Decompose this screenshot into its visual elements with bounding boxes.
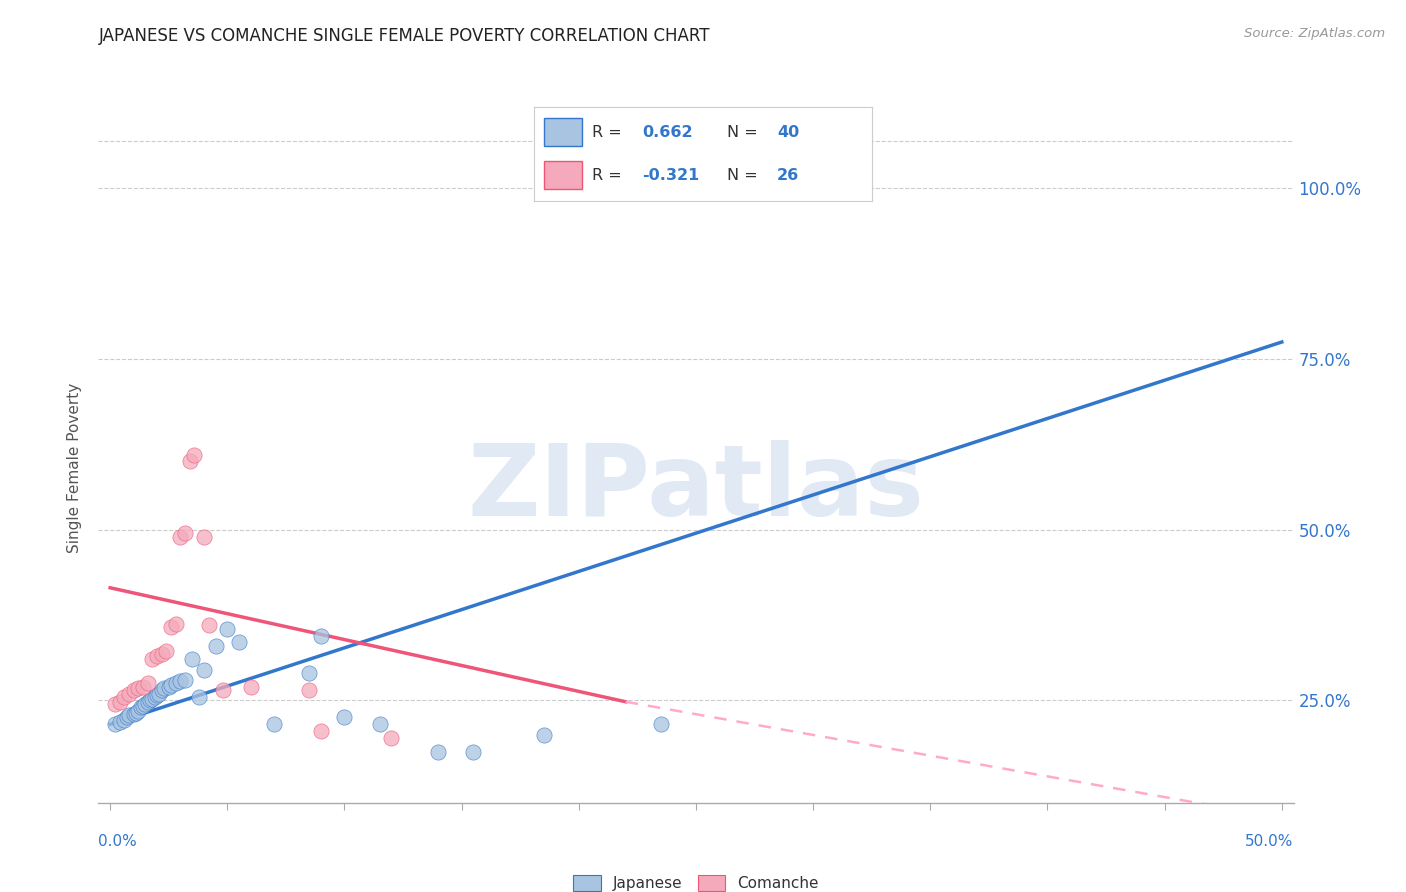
Point [463, 745, 485, 759]
Point [115, 710, 138, 724]
Legend: Japanese, Comanche: Japanese, Comanche [565, 867, 827, 892]
Point [122, 707, 145, 722]
Text: JAPANESE VS COMANCHE SINGLE FEMALE POVERTY CORRELATION CHART: JAPANESE VS COMANCHE SINGLE FEMALE POVER… [98, 27, 710, 45]
Point [298, 683, 321, 698]
Text: N =: N = [727, 125, 762, 140]
Point [179, 454, 201, 468]
Y-axis label: Single Female Poverty: Single Female Poverty [67, 384, 83, 553]
Point [197, 618, 219, 632]
Point [309, 724, 332, 739]
Point [333, 710, 356, 724]
Point [132, 680, 155, 694]
Point [108, 695, 131, 709]
Point [309, 629, 332, 643]
Point [146, 648, 169, 663]
Point [204, 639, 226, 653]
Text: 40: 40 [778, 125, 800, 140]
Point [193, 663, 215, 677]
Point [127, 704, 149, 718]
Text: 0.0%: 0.0% [98, 834, 138, 849]
Point [104, 717, 127, 731]
Point [217, 622, 239, 636]
Point [153, 681, 176, 695]
Point [650, 717, 672, 731]
Point [148, 687, 170, 701]
Text: ZIPatlas: ZIPatlas [468, 440, 924, 537]
Point [380, 731, 402, 745]
Point [427, 745, 450, 759]
Point [150, 683, 173, 698]
Point [122, 683, 145, 698]
Point [127, 681, 149, 695]
Point [125, 706, 148, 720]
Point [141, 692, 163, 706]
Point [169, 674, 191, 689]
Point [169, 530, 191, 544]
Text: Source: ZipAtlas.com: Source: ZipAtlas.com [1244, 27, 1385, 40]
Point [211, 683, 233, 698]
Point [174, 526, 197, 541]
Point [141, 652, 163, 666]
Point [150, 647, 173, 661]
Point [112, 690, 135, 704]
Text: 0.662: 0.662 [643, 125, 693, 140]
Point [165, 616, 187, 631]
Text: 50.0%: 50.0% [1246, 834, 1294, 849]
Point [112, 713, 135, 727]
Bar [544, 119, 582, 146]
Point [160, 678, 183, 692]
Point [136, 695, 159, 709]
Point [118, 687, 141, 701]
Point [239, 680, 262, 694]
Point [132, 698, 155, 713]
Point [344, 809, 367, 823]
Point [143, 690, 166, 704]
Point [165, 676, 187, 690]
Point [129, 700, 152, 714]
Point [533, 727, 555, 741]
Point [298, 666, 321, 681]
Point [183, 448, 205, 462]
Point [104, 697, 127, 711]
Text: N =: N = [727, 168, 762, 183]
Point [136, 676, 159, 690]
Text: R =: R = [592, 125, 627, 140]
Point [139, 693, 162, 707]
Point [118, 708, 141, 723]
Point [263, 717, 285, 731]
Point [181, 652, 204, 666]
Text: -0.321: -0.321 [643, 168, 700, 183]
Point [160, 620, 183, 634]
Point [108, 715, 131, 730]
Point [193, 530, 215, 544]
Point [157, 680, 180, 694]
Point [174, 673, 197, 687]
Text: R =: R = [592, 168, 627, 183]
Bar [544, 161, 582, 189]
Point [228, 635, 250, 649]
Point [134, 697, 156, 711]
Point [188, 690, 211, 704]
Point [146, 688, 169, 702]
Point [155, 644, 177, 658]
Text: 26: 26 [778, 168, 800, 183]
Point [368, 717, 391, 731]
